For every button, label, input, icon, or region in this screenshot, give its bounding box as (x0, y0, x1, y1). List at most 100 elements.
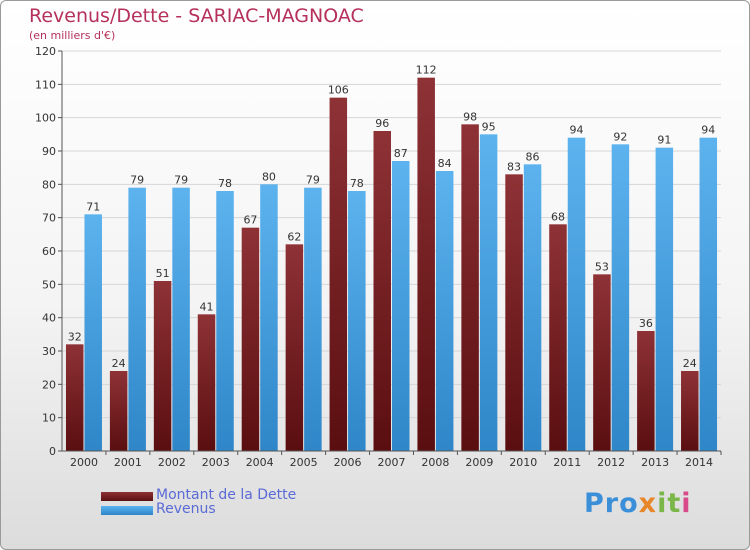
data-label-revenue: 79 (174, 174, 188, 187)
y-tick-label: 0 (49, 445, 56, 458)
data-label-debt: 24 (112, 357, 126, 370)
data-label-debt: 41 (200, 300, 214, 313)
bar-debt (505, 174, 523, 452)
data-label-revenue: 87 (394, 147, 408, 160)
proxiti-logo: Proxiti (584, 488, 692, 519)
bar-debt (593, 274, 611, 451)
y-tick-label: 90 (42, 145, 56, 158)
bar-revenue (216, 191, 234, 451)
data-label-debt: 53 (595, 260, 609, 273)
data-label-debt: 96 (375, 117, 389, 130)
axes: 0 10 20 30 40 50 60 70 80 90 100 110 120 2000 2001 2002… (35, 45, 722, 469)
bar-debt (461, 124, 479, 451)
y-tick-label: 70 (42, 212, 56, 225)
bar-debt (329, 97, 348, 452)
legend-label-revenue: Revenus (156, 501, 216, 517)
bar-revenue (435, 171, 454, 451)
data-label-revenue: 79 (306, 174, 320, 187)
grid-lines (62, 50, 721, 419)
bar-revenue (304, 187, 322, 451)
bar-revenue (523, 164, 542, 452)
bar-debt (241, 227, 260, 451)
legend-swatch-debt (101, 492, 153, 501)
data-label-debt: 98 (463, 110, 477, 123)
bar-debt (65, 344, 84, 451)
data-label-revenue: 94 (569, 124, 583, 137)
x-tick-label: 2010 (509, 456, 537, 469)
bar-debt (681, 371, 699, 451)
y-tick-label: 110 (35, 78, 56, 91)
y-tick-label: 120 (35, 45, 56, 58)
data-label-debt: 36 (639, 317, 653, 330)
x-tick-label: 2012 (597, 456, 625, 469)
bar-revenue (260, 184, 278, 452)
bar-revenue (611, 144, 630, 452)
bar-debt (153, 281, 172, 451)
x-tick-label: 2001 (114, 456, 142, 469)
y-tick-label: 80 (42, 178, 56, 191)
bar-debt (549, 224, 567, 451)
x-tick-label: 2004 (246, 456, 274, 469)
bar-debt (197, 314, 216, 451)
chart-title: Revenus/Dette - SARIAC-MAGNOAC (29, 5, 364, 27)
data-label-revenue: 84 (438, 157, 452, 170)
data-label-debt: 83 (507, 160, 521, 173)
x-tick-label: 2000 (70, 456, 98, 469)
bar-debt (637, 331, 655, 451)
bar-revenue (699, 137, 718, 451)
bar-debt (417, 77, 435, 452)
bar-revenue (128, 187, 146, 451)
legend-label-debt: Montant de la Dette (156, 487, 297, 503)
bar-revenue (84, 214, 102, 451)
bar-debt (109, 371, 128, 451)
bar-debt (373, 131, 391, 451)
data-label-debt: 32 (68, 330, 82, 343)
bar-debt (285, 244, 304, 451)
y-tick-label: 40 (42, 312, 56, 325)
x-tick-label: 2009 (465, 456, 493, 469)
data-label-revenue: 71 (86, 200, 100, 213)
bar-revenue (348, 191, 366, 451)
data-label-debt: 112 (416, 64, 437, 77)
data-label-revenue: 91 (657, 134, 671, 147)
x-tick-label: 2014 (685, 456, 713, 469)
bar-revenue (567, 137, 586, 451)
y-tick-label: 30 (42, 345, 56, 358)
bar-revenue (655, 147, 674, 451)
bar-revenue (172, 187, 190, 451)
data-label-debt: 62 (287, 230, 301, 243)
x-tick-label: 2006 (334, 456, 362, 469)
data-label-debt: 106 (328, 84, 349, 97)
data-label-revenue: 92 (613, 130, 627, 143)
chart-subtitle: (en milliers d'€) (29, 29, 116, 42)
data-label-debt: 51 (156, 267, 170, 280)
x-tick-label: 2013 (641, 456, 669, 469)
y-tick-label: 20 (42, 378, 56, 391)
x-tick-label: 2011 (553, 456, 581, 469)
y-tick-label: 60 (42, 245, 56, 258)
x-tick-label: 2007 (378, 456, 406, 469)
legend-swatch-revenue (101, 506, 153, 515)
x-tick-label: 2003 (202, 456, 230, 469)
y-tick-label: 10 (42, 412, 56, 425)
data-label-revenue: 79 (130, 174, 144, 187)
bars: 32 71 24 79 51 79 41 78 67 80 62 79 106 78 96 87 112 84 98… (65, 64, 718, 452)
data-label-revenue: 80 (262, 170, 276, 183)
data-label-revenue: 95 (482, 120, 496, 133)
bar-revenue (479, 134, 498, 452)
data-label-debt: 67 (243, 214, 257, 227)
x-tick-label: 2005 (290, 456, 318, 469)
data-label-revenue: 86 (526, 150, 540, 163)
y-tick-label: 100 (35, 112, 56, 125)
data-label-revenue: 78 (218, 177, 232, 190)
data-label-debt: 24 (683, 357, 697, 370)
data-label-revenue: 78 (350, 177, 364, 190)
bar-revenue (392, 161, 410, 451)
data-label-revenue: 94 (701, 124, 715, 137)
x-tick-label: 2002 (158, 456, 186, 469)
y-tick-label: 50 (42, 278, 56, 291)
x-tick-label: 2008 (421, 456, 449, 469)
data-label-debt: 68 (551, 210, 565, 223)
